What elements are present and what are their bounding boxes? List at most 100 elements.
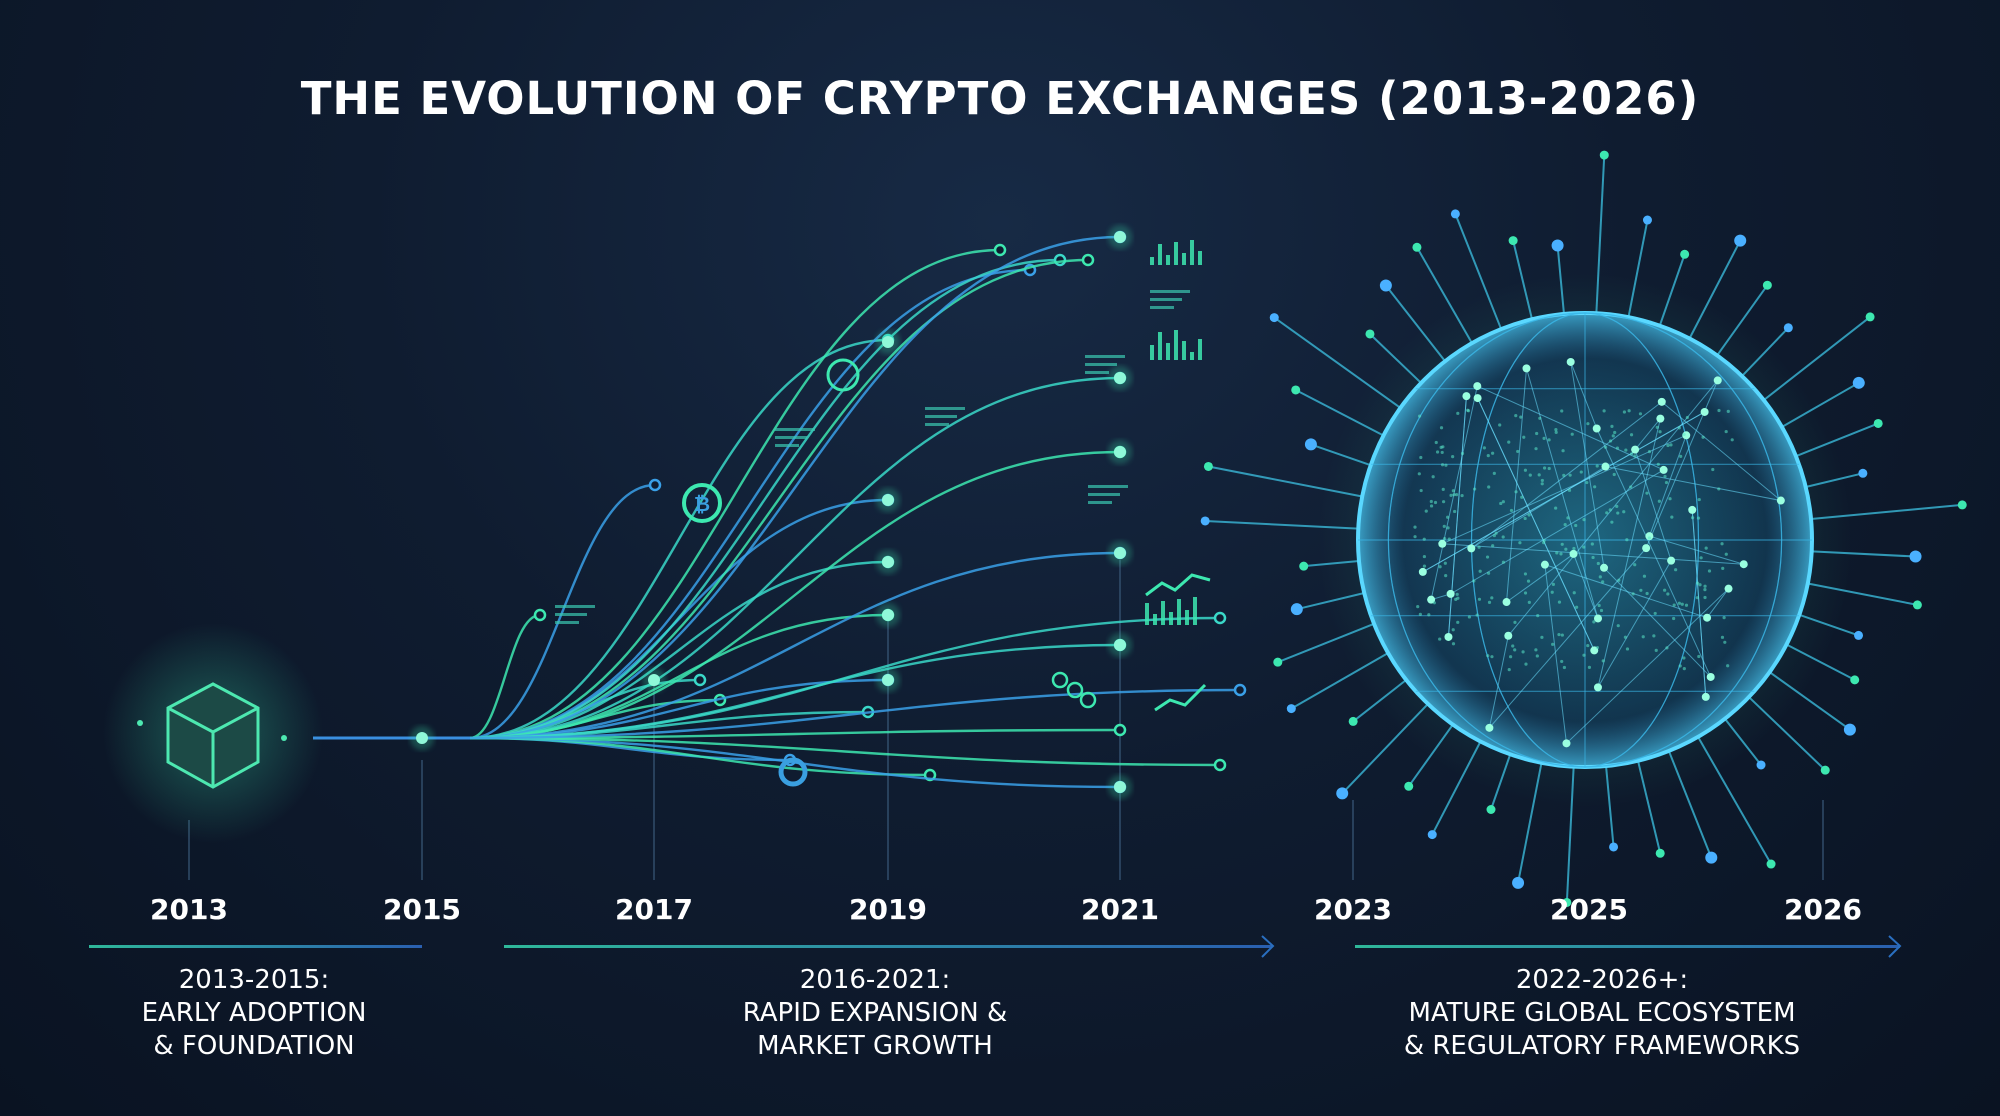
ray-line [1769,671,1851,731]
mesh-line [1706,588,1729,618]
map-dot [1413,525,1417,529]
map-dot [1666,443,1670,448]
map-dot [1498,423,1502,427]
map-dot [1593,485,1597,489]
map-dot [1501,560,1506,564]
map-dot [1722,616,1726,620]
branch-line [469,268,1031,740]
ray-line [1795,422,1879,458]
map-dot [1604,445,1608,449]
ray-line [1805,472,1864,488]
map-dot [1477,545,1481,549]
map-dot [1424,509,1428,513]
map-dot [1627,409,1631,413]
map-dot [1557,633,1561,637]
branch-line [469,450,1121,740]
ray-node [1512,876,1525,889]
map-dot [1654,648,1658,652]
text-lines-icon [1085,371,1109,374]
map-dot [1550,590,1554,594]
map-dot [1666,592,1670,596]
map-dot [1701,435,1705,439]
map-dot [1633,454,1637,458]
map-dot [1535,654,1539,658]
bar [1190,240,1194,265]
text-lines-icon [925,415,957,418]
ray-node [1655,848,1665,858]
map-dot [1482,446,1486,450]
mesh-node [1504,631,1513,640]
mesh-node [1592,424,1601,433]
year-label: 2021 [1081,893,1159,926]
map-dot [1707,569,1712,573]
text-lines-icon [1150,290,1190,293]
bar [1177,599,1181,625]
map-dot [1591,555,1595,560]
mesh-node [1657,397,1666,406]
ray-node [1291,385,1301,395]
ray-line [1627,219,1649,318]
mesh-node [1427,595,1436,604]
map-dot [1717,408,1721,413]
map-dot [1514,490,1518,494]
ray-line [1716,284,1769,356]
mesh-node [1700,407,1709,416]
branch-line [469,616,1221,740]
map-dot [1560,659,1564,664]
map-dot [1559,552,1563,556]
ray-node [1843,723,1856,736]
map-dot [1598,575,1602,579]
hub-node [882,494,894,506]
ray-line [1748,696,1826,771]
mesh-line [1570,361,1605,568]
map-dot [1554,428,1558,432]
map-dot [1682,656,1686,660]
map-dot [1446,526,1450,530]
bitcoin-glyph: ₿ [694,492,710,516]
map-dot [1677,426,1681,430]
mesh-line [1661,401,1782,501]
mesh-line [1570,361,1598,429]
text-lines-icon [925,407,965,410]
mesh-line [1544,564,1567,744]
map-dot [1444,573,1448,578]
map-dot [1585,480,1589,485]
nodes-icon [1051,671,1069,689]
year-label: 2025 [1550,893,1628,926]
ray-line [1208,465,1363,498]
map-dot [1560,409,1564,413]
map-dot [1507,668,1511,672]
hub-node [1114,547,1126,559]
bar [1198,339,1202,360]
map-dot [1602,409,1606,413]
map-dot [1413,535,1417,539]
map-dot [1658,430,1662,434]
ray-node [1286,704,1296,714]
map-dot [1422,537,1426,541]
map-dot [1555,551,1559,555]
map-dot [1567,488,1572,492]
branch-node [648,478,662,492]
map-dot [1451,642,1456,646]
map-dot [1730,438,1734,442]
map-dot [1720,635,1725,639]
ray-line [1277,622,1375,664]
map-dot [1547,466,1551,471]
ray-line [1741,327,1790,377]
map-dot [1486,454,1490,458]
map-dot [1537,473,1541,477]
ray-line [1369,333,1422,384]
map-dot [1625,647,1630,651]
phase-mature-ecosystem: 2022-2026+: MATURE GLOBAL ECOSYSTEM & RE… [1322,964,1882,1063]
map-dot [1535,431,1539,436]
ray-line [1385,284,1446,362]
map-dot [1467,615,1472,619]
map-dot [1513,620,1517,625]
map-dot [1507,440,1511,444]
mesh-node [1446,589,1455,598]
map-dot [1509,655,1513,659]
map-dot [1422,554,1427,559]
ray-line [1810,503,1963,520]
ray-node [1858,468,1868,478]
branch-node [1053,253,1067,267]
